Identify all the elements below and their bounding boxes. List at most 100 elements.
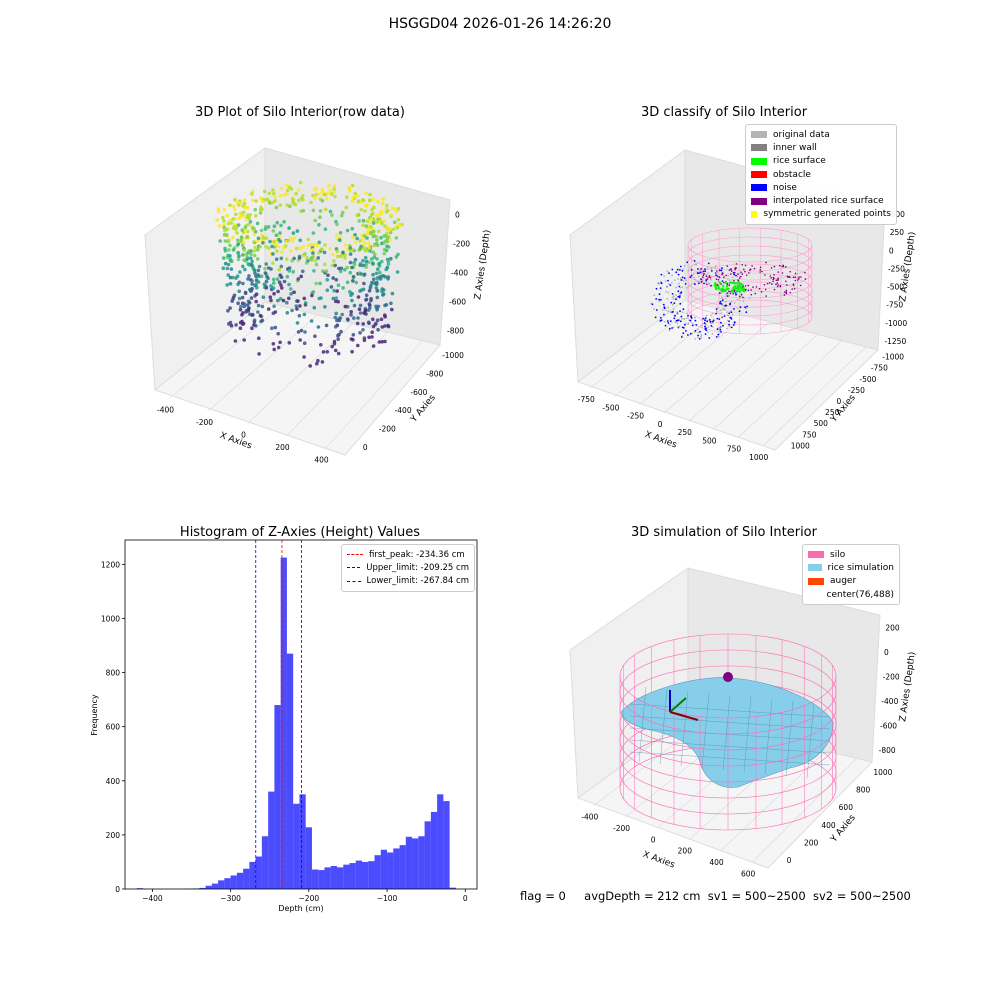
rice-surface-point bbox=[724, 280, 728, 284]
noise-point bbox=[733, 273, 736, 276]
scatter-point bbox=[289, 249, 293, 253]
interpolated-point bbox=[770, 277, 772, 279]
noise-point bbox=[701, 319, 703, 321]
noise-point bbox=[706, 265, 709, 268]
noise-point bbox=[718, 292, 721, 294]
histogram-bar bbox=[211, 883, 219, 889]
scatter-point bbox=[384, 231, 389, 236]
legend-item: noise bbox=[751, 181, 891, 194]
noise-point bbox=[695, 263, 698, 266]
scatter-point bbox=[338, 235, 343, 239]
noise-point bbox=[671, 293, 674, 295]
noise-point bbox=[664, 324, 667, 327]
scatter-point bbox=[351, 274, 356, 279]
noise-point bbox=[693, 276, 695, 279]
x-tick-label: 0 bbox=[463, 894, 468, 903]
legend-swatch bbox=[751, 210, 758, 218]
interpolated-point bbox=[730, 273, 732, 275]
scatter-point bbox=[386, 208, 390, 213]
scatter-point bbox=[364, 191, 369, 195]
scatter-point bbox=[272, 347, 277, 352]
noise-point bbox=[679, 320, 682, 323]
scatter-point bbox=[377, 229, 381, 233]
histogram-bar bbox=[205, 885, 212, 889]
scatter-point bbox=[229, 267, 234, 271]
scatter-point bbox=[386, 262, 391, 266]
interpolated-point bbox=[794, 279, 797, 282]
scatter-point bbox=[348, 270, 353, 275]
scatter-point bbox=[231, 226, 236, 230]
scatter-point bbox=[278, 193, 283, 198]
scatter-point bbox=[364, 293, 369, 298]
noise-point bbox=[686, 312, 688, 315]
noise-point bbox=[667, 310, 670, 313]
scatter-point bbox=[289, 287, 293, 291]
interpolated-point bbox=[728, 284, 731, 287]
scatter-point bbox=[361, 259, 365, 263]
scatter-point bbox=[358, 289, 362, 293]
scatter-point bbox=[245, 205, 250, 210]
rice-surface-point bbox=[720, 287, 724, 291]
scatter-point bbox=[271, 200, 275, 205]
scatter-point bbox=[395, 226, 400, 230]
scatter-point bbox=[329, 285, 334, 289]
legend-item: obstacle bbox=[751, 168, 891, 181]
scatter-point bbox=[253, 207, 257, 212]
interpolated-point bbox=[705, 278, 708, 281]
x-arrow bbox=[669, 711, 699, 721]
interpolated-point bbox=[715, 278, 718, 281]
scatter-point bbox=[303, 330, 307, 334]
scatter-point bbox=[375, 288, 380, 293]
histogram-bar bbox=[230, 875, 237, 889]
x-tick-label: 0 bbox=[241, 431, 246, 440]
scatter-point bbox=[238, 320, 243, 325]
noise-point bbox=[694, 283, 696, 286]
scatter-point bbox=[310, 293, 314, 298]
scatter-point bbox=[274, 257, 279, 262]
scatter-point bbox=[386, 245, 391, 249]
scatter-point bbox=[239, 235, 244, 239]
noise-point bbox=[655, 287, 658, 290]
scatter-point bbox=[302, 312, 307, 317]
histogram-bar bbox=[249, 861, 256, 889]
noise-point bbox=[705, 329, 708, 332]
scatter-point bbox=[358, 303, 363, 308]
scatter-point bbox=[243, 214, 247, 219]
scatter-point bbox=[261, 241, 265, 245]
scatter-point bbox=[264, 286, 269, 290]
rice-surface-point bbox=[722, 289, 725, 292]
noise-point bbox=[722, 305, 725, 307]
scatter-point bbox=[323, 207, 328, 212]
noise-point bbox=[721, 315, 723, 318]
y-tick-labels: 0 -200 -400 -600 -800 -1000 bbox=[363, 351, 464, 452]
scatter-point bbox=[313, 218, 318, 223]
noise-point bbox=[679, 269, 681, 271]
interpolated-point bbox=[773, 288, 776, 291]
scatter-point bbox=[251, 312, 255, 317]
scatter-point bbox=[341, 250, 345, 255]
scatter-point bbox=[314, 281, 319, 286]
scatter-point bbox=[323, 227, 328, 231]
scatter-point bbox=[334, 219, 338, 224]
scatter-point bbox=[270, 244, 274, 249]
histogram-bar bbox=[412, 838, 419, 889]
scatter-point bbox=[285, 188, 290, 193]
noise-point bbox=[720, 321, 722, 324]
y-tick-label: 600 bbox=[839, 803, 854, 812]
scatter-point bbox=[279, 256, 284, 261]
noise-point bbox=[668, 327, 671, 330]
scatter-point bbox=[252, 318, 257, 323]
legend-item: Lower_limit: -267.84 cm bbox=[347, 575, 469, 588]
noise-point bbox=[684, 323, 686, 326]
scatter-point bbox=[309, 200, 313, 205]
noise-point bbox=[703, 282, 705, 285]
noise-point bbox=[653, 308, 655, 310]
scatter-point bbox=[352, 316, 356, 320]
scatter-point bbox=[253, 271, 257, 275]
scatter-point bbox=[272, 304, 276, 309]
scatter-point bbox=[338, 269, 343, 274]
interpolated-point bbox=[781, 272, 784, 274]
noise-point bbox=[668, 329, 671, 332]
rice-surface-point bbox=[728, 281, 732, 285]
noise-point bbox=[709, 320, 712, 323]
